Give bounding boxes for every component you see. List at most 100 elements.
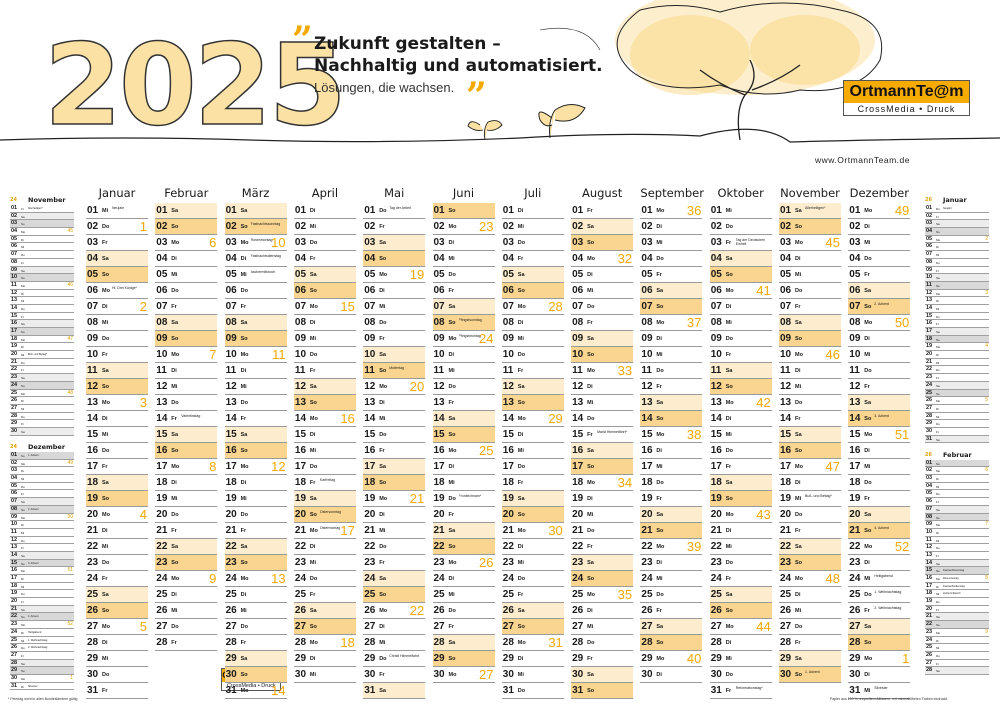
day-row: 24 Mo 9	[155, 571, 218, 587]
day-row: 10 Di	[432, 347, 495, 363]
side-weekday: So	[21, 615, 25, 620]
side-day-row: 12 Do	[925, 544, 989, 552]
side-day-row: 14 Do	[10, 305, 74, 313]
weekday: Di	[309, 208, 316, 214]
weekday: Di	[102, 304, 108, 310]
week-number: 26	[479, 555, 494, 570]
day-row: 02 Mi	[501, 219, 564, 235]
weekday: Do	[102, 224, 110, 230]
month-column: Juni 01 So 02 Mo 23 03 Di 04 Mi 05 Do 06 Fr 07 Sa 08 So Pf…	[432, 183, 495, 683]
day-row: 11 Mi	[432, 363, 495, 379]
day-row: 19 Sa	[501, 491, 564, 507]
day-number: 02	[364, 221, 376, 232]
weekday: So	[725, 384, 733, 390]
day-row: 31 Do	[501, 683, 564, 699]
weekday: Fr	[309, 592, 316, 598]
day-row: 21 Sa	[432, 523, 495, 539]
footnote-paper: Papier aus 100 % recyceltem Altfasern, m…	[830, 697, 949, 701]
weekday: Do	[102, 448, 110, 454]
day-number: 03	[849, 237, 861, 248]
weekday: Mo	[171, 464, 180, 470]
day-row: 27 Mo 5	[86, 619, 148, 635]
side-day-row: 10 Di	[925, 529, 989, 537]
side-weekday: So	[21, 222, 25, 227]
side-day-number: 26	[926, 651, 933, 658]
weekday: Mo	[656, 208, 665, 214]
weekday: Fr	[725, 576, 732, 582]
footnote-holidays: * Feiertag nicht in allen Bundesländern …	[8, 697, 78, 701]
day-number: 02	[710, 221, 722, 232]
day-row: 31 Mi Silvester	[848, 683, 911, 699]
weekday: Sa	[517, 496, 525, 502]
day-number: 17	[156, 461, 168, 472]
side-day-row: 26 Do	[925, 652, 989, 660]
weekday: Sa	[725, 480, 733, 486]
week-number: 36	[686, 203, 702, 218]
side-day-row: 03 Di	[10, 467, 74, 476]
day-number: 29	[572, 653, 584, 664]
side-day-row: 01 So	[925, 459, 989, 468]
day-number: 09	[294, 333, 307, 344]
day-row: 12 Mi	[155, 379, 218, 395]
week-number: 1	[902, 651, 910, 666]
day-number: 04	[433, 253, 445, 264]
day-row: 06 So	[293, 283, 356, 299]
day-number: 14	[780, 413, 792, 424]
side-month: 26 Februar 01 So 02 Mo 6 03 Di 04 Mi 05 Do 06 Fr 07 Sa 08…	[925, 451, 989, 675]
day-row: 21 Di	[86, 523, 148, 539]
day-row: 16 Mi	[293, 443, 356, 459]
day-row: 12 Mo 20	[363, 379, 426, 395]
day-row: 22 Di	[293, 539, 356, 555]
day-number: 10	[294, 349, 307, 360]
weekday: Mi	[795, 608, 802, 614]
day-row: 02 Di	[640, 219, 703, 235]
weekday: Sa	[171, 432, 179, 438]
side-day-row: 03 So	[10, 220, 74, 229]
day-row: 03 Mi	[848, 235, 911, 251]
day-number: 06	[225, 285, 237, 296]
day-row: 22 Sa	[224, 539, 287, 555]
side-day-row: 25 Mo 48	[10, 390, 74, 398]
side-day-row: 18 Mi Aschermittwoch	[925, 590, 989, 599]
day-number: 27	[641, 621, 653, 632]
day-number: 14	[294, 413, 307, 424]
day-row: 10 Do	[293, 347, 356, 363]
side-day-row: 07 Sa	[10, 498, 74, 506]
side-day-number: 16	[926, 320, 933, 327]
day-row: 03 Di	[432, 235, 495, 251]
side-day-number: 05	[11, 482, 18, 489]
day-number: 28	[849, 637, 861, 648]
weekday: Di	[656, 672, 662, 678]
side-day-row: 24 Di Heiligabend	[10, 629, 74, 637]
weekday: Do	[795, 400, 803, 406]
day-row: 25 Di	[155, 587, 218, 603]
side-day-row: 06 Mi	[10, 243, 74, 252]
day-number: 13	[433, 397, 445, 408]
week-number: 6	[209, 235, 217, 250]
day-row: 19 Mi	[155, 491, 218, 507]
weekday: Do	[448, 496, 456, 502]
side-day-row: 20 Fr	[925, 606, 989, 614]
day-number: 18	[780, 477, 792, 488]
day-row: 07 Sa	[432, 299, 495, 315]
day-row: 25 Do	[640, 587, 703, 603]
day-row: 15 Sa	[224, 427, 287, 443]
week-number: 49	[894, 203, 910, 218]
weekday: Do	[795, 512, 803, 518]
weekday: Fr	[517, 480, 524, 486]
weekday: Mi	[517, 336, 524, 342]
side-day-number: 01	[11, 452, 18, 458]
side-day-row: 19 Di	[10, 343, 74, 352]
close-quote-mark: ”	[466, 75, 487, 117]
day-row: 15 Mo 38	[640, 427, 703, 443]
side-weekday: Fr	[936, 322, 939, 327]
day-number: 21	[641, 525, 653, 536]
weekday: Sa	[379, 688, 386, 694]
week-number: 22	[409, 603, 425, 618]
weekday: Fr	[725, 240, 732, 246]
day-number: 30	[294, 669, 307, 680]
day-number: 20	[780, 509, 792, 520]
day-row: 12 Fr	[640, 379, 703, 395]
day-number: 13	[710, 397, 722, 408]
weekday: Sa	[102, 480, 109, 486]
